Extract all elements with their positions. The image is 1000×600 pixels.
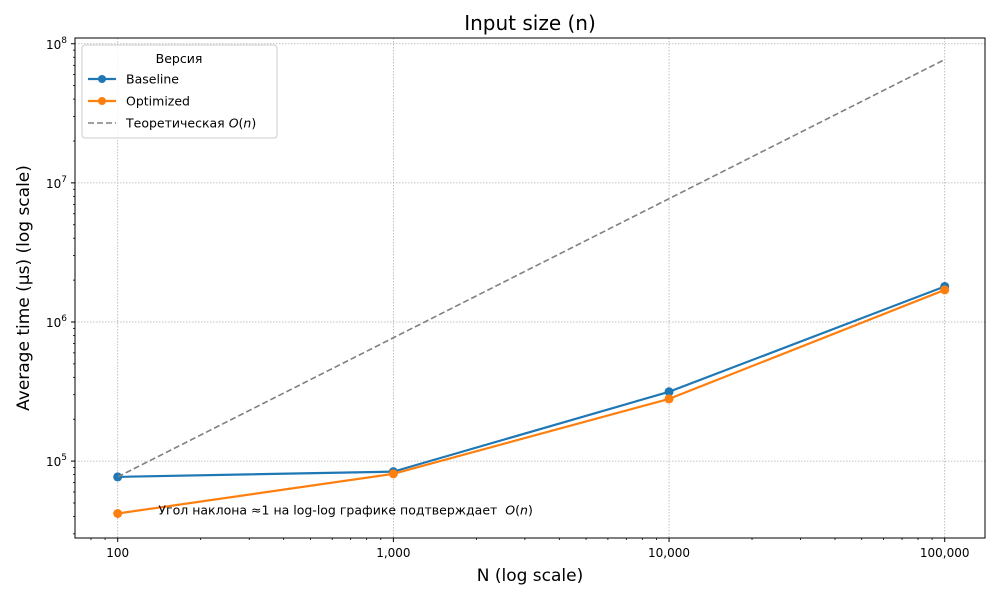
x-tick-label: 100,000 [920,546,970,560]
series-1-point [664,394,674,404]
y-tick-exp: 8 [61,36,67,46]
legend-title: Версия [156,51,203,66]
series-layer [113,58,950,519]
annotation: Угол наклона ≈1 на log-log графике подтв… [158,503,532,518]
legend-name: Optimized [126,94,190,109]
series-line-1 [117,288,946,515]
legend-math: O(n) [229,116,257,131]
x-tick-label: 1,000 [376,546,410,560]
legend-name: Baseline [126,72,179,87]
legend: Версия Baseline Optimized Теоретическая O(n… [81,44,278,139]
legend-label-0: Baseline [126,72,179,87]
series-line-0 [117,285,946,478]
y-axis-label: Average time (µs) (log scale) [14,165,34,411]
y-tick-label: 107 [46,175,67,191]
x-axis-label: N (log scale) [477,566,584,586]
legend-label-2: Теоретическая O(n) [125,116,256,131]
y-tick-label: 105 [46,453,67,469]
series-1-point [940,285,950,295]
series-line-2 [117,58,946,478]
y-tick-exp: 7 [61,175,67,185]
series-1-point [113,509,123,519]
y-tick-base: 10 [46,177,61,191]
annotation-text: Угол наклона ≈1 на log-log графике подтв… [158,503,497,518]
legend-name: Теоретическая [125,116,225,131]
y-tick-base: 10 [46,316,61,330]
legend-marker-0 [98,75,106,83]
x-tick-label: 100 [106,546,129,560]
y-tick-exp: 6 [61,314,67,324]
legend-label-1: Optimized [126,94,190,109]
legend-box [81,44,278,139]
y-tick-base: 10 [46,455,61,469]
x-tick-label: 10,000 [648,546,690,560]
y-tick-label: 106 [46,314,67,330]
legend-marker-1 [98,97,106,105]
y-tick-exp: 5 [61,453,67,463]
chart-title: Input size (n) [464,11,596,35]
series-1-point [388,469,398,479]
y-tick-base: 10 [46,38,61,52]
y-tick-label: 108 [46,36,67,52]
annotation-math: O(n) [505,503,533,518]
plot-frame [74,37,986,539]
series-0-point [664,387,674,397]
